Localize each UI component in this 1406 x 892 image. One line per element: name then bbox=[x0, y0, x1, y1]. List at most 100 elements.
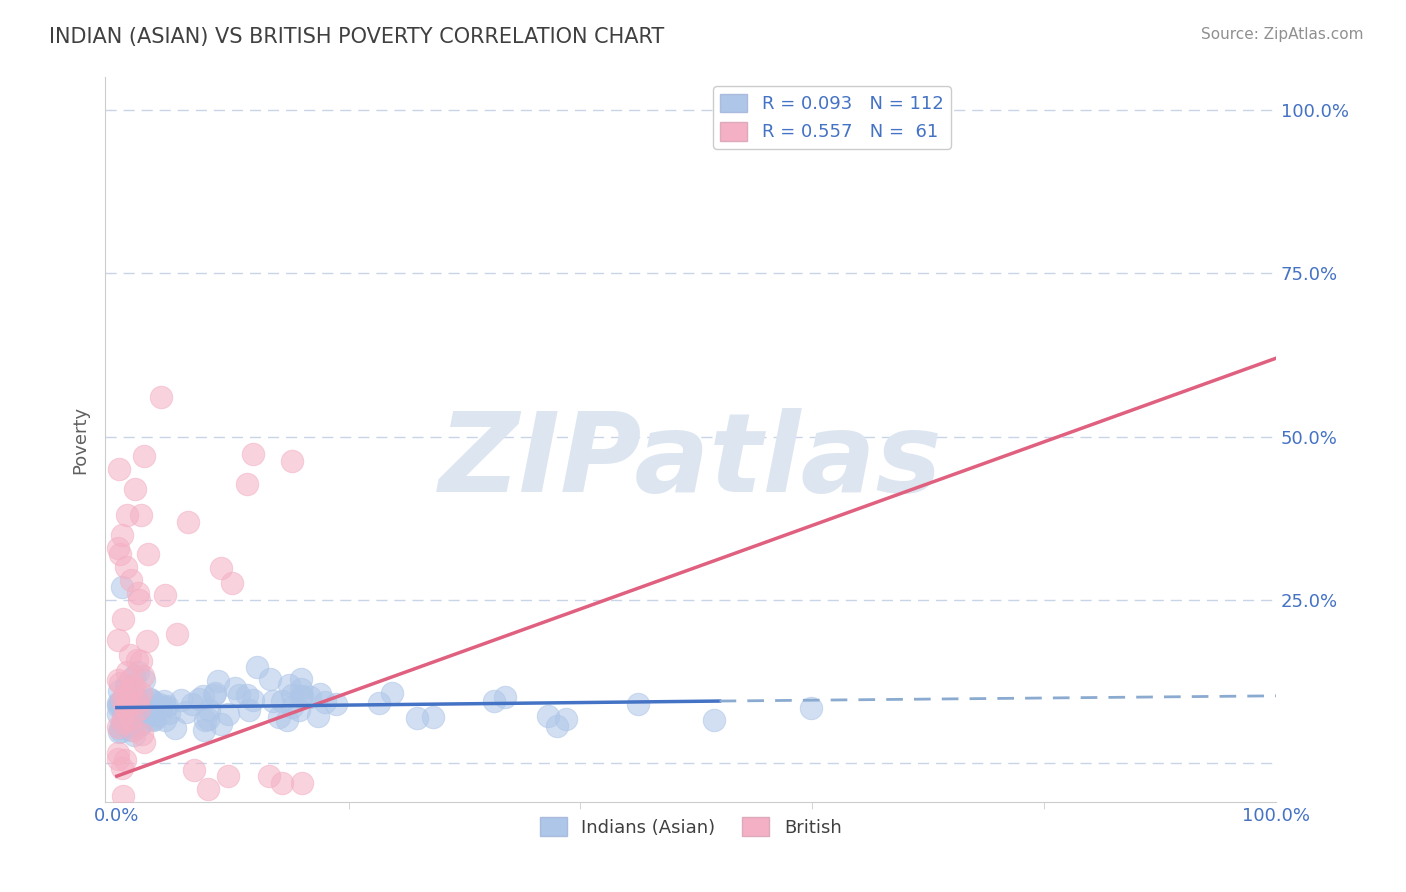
Point bbox=[290, 672, 312, 686]
Point bbox=[111, 716, 134, 731]
Point bbox=[110, 527, 132, 541]
Point bbox=[121, 719, 143, 733]
Point bbox=[127, 665, 149, 679]
Point bbox=[148, 697, 170, 711]
Point bbox=[107, 541, 129, 555]
Point bbox=[117, 714, 139, 729]
Point bbox=[191, 689, 214, 703]
Point bbox=[132, 701, 155, 715]
Text: ZIPatlas: ZIPatlas bbox=[439, 409, 942, 515]
Point bbox=[194, 713, 217, 727]
Point bbox=[536, 709, 558, 723]
Point bbox=[107, 720, 129, 734]
Point bbox=[117, 681, 139, 695]
Point bbox=[290, 682, 312, 697]
Point bbox=[129, 508, 152, 522]
Point bbox=[281, 700, 304, 714]
Point bbox=[112, 699, 135, 714]
Point bbox=[242, 692, 264, 706]
Point bbox=[228, 688, 250, 702]
Y-axis label: Poverty: Poverty bbox=[72, 406, 89, 474]
Point bbox=[120, 574, 142, 588]
Point bbox=[281, 454, 304, 468]
Point bbox=[177, 515, 200, 529]
Point bbox=[555, 712, 578, 726]
Point bbox=[108, 547, 131, 561]
Point bbox=[270, 693, 292, 707]
Point bbox=[112, 688, 135, 702]
Point bbox=[111, 580, 134, 594]
Point bbox=[108, 462, 131, 476]
Point bbox=[121, 697, 143, 711]
Point bbox=[114, 560, 136, 574]
Point bbox=[107, 725, 129, 739]
Point bbox=[142, 714, 165, 728]
Point bbox=[145, 712, 167, 726]
Point bbox=[132, 706, 155, 721]
Point bbox=[111, 714, 134, 729]
Point bbox=[111, 702, 134, 716]
Point bbox=[193, 723, 215, 737]
Point bbox=[111, 761, 134, 775]
Point bbox=[277, 678, 299, 692]
Point bbox=[290, 690, 312, 704]
Point bbox=[132, 703, 155, 717]
Point bbox=[209, 561, 232, 575]
Point bbox=[107, 696, 129, 710]
Point bbox=[128, 718, 150, 732]
Point bbox=[107, 746, 129, 760]
Point bbox=[129, 654, 152, 668]
Point bbox=[207, 673, 229, 688]
Point bbox=[110, 697, 132, 711]
Point bbox=[107, 699, 129, 714]
Text: Source: ZipAtlas.com: Source: ZipAtlas.com bbox=[1201, 27, 1364, 42]
Point bbox=[129, 717, 152, 731]
Point bbox=[107, 633, 129, 648]
Point bbox=[124, 689, 146, 703]
Point bbox=[139, 691, 162, 706]
Point bbox=[111, 711, 134, 725]
Point bbox=[325, 697, 347, 711]
Point bbox=[187, 692, 209, 706]
Point bbox=[156, 699, 179, 714]
Point bbox=[107, 752, 129, 766]
Point bbox=[142, 695, 165, 709]
Point bbox=[221, 576, 243, 591]
Point bbox=[112, 710, 135, 724]
Point bbox=[118, 701, 141, 715]
Point bbox=[122, 719, 145, 733]
Point bbox=[111, 612, 134, 626]
Text: INDIAN (ASIAN) VS BRITISH POVERTY CORRELATION CHART: INDIAN (ASIAN) VS BRITISH POVERTY CORREL… bbox=[49, 27, 665, 46]
Point bbox=[129, 686, 152, 700]
Point bbox=[107, 706, 129, 721]
Point bbox=[138, 708, 160, 723]
Point bbox=[166, 627, 188, 641]
Point bbox=[120, 711, 142, 725]
Point bbox=[257, 769, 280, 783]
Point bbox=[290, 775, 312, 789]
Point bbox=[217, 769, 239, 783]
Point bbox=[703, 714, 725, 728]
Point bbox=[242, 447, 264, 461]
Point bbox=[135, 634, 157, 648]
Point bbox=[115, 665, 138, 680]
Point bbox=[153, 700, 176, 714]
Point bbox=[143, 708, 166, 723]
Point bbox=[217, 706, 239, 721]
Point bbox=[246, 660, 269, 674]
Point bbox=[122, 715, 145, 730]
Point bbox=[209, 717, 232, 731]
Point bbox=[127, 586, 149, 600]
Point bbox=[149, 391, 172, 405]
Point bbox=[115, 697, 138, 711]
Point bbox=[367, 696, 389, 710]
Point bbox=[124, 482, 146, 496]
Point bbox=[127, 695, 149, 709]
Point bbox=[112, 789, 135, 803]
Point bbox=[153, 694, 176, 708]
Point bbox=[122, 669, 145, 683]
Point bbox=[125, 653, 148, 667]
Point bbox=[142, 711, 165, 725]
Point bbox=[150, 700, 173, 714]
Point bbox=[271, 775, 294, 789]
